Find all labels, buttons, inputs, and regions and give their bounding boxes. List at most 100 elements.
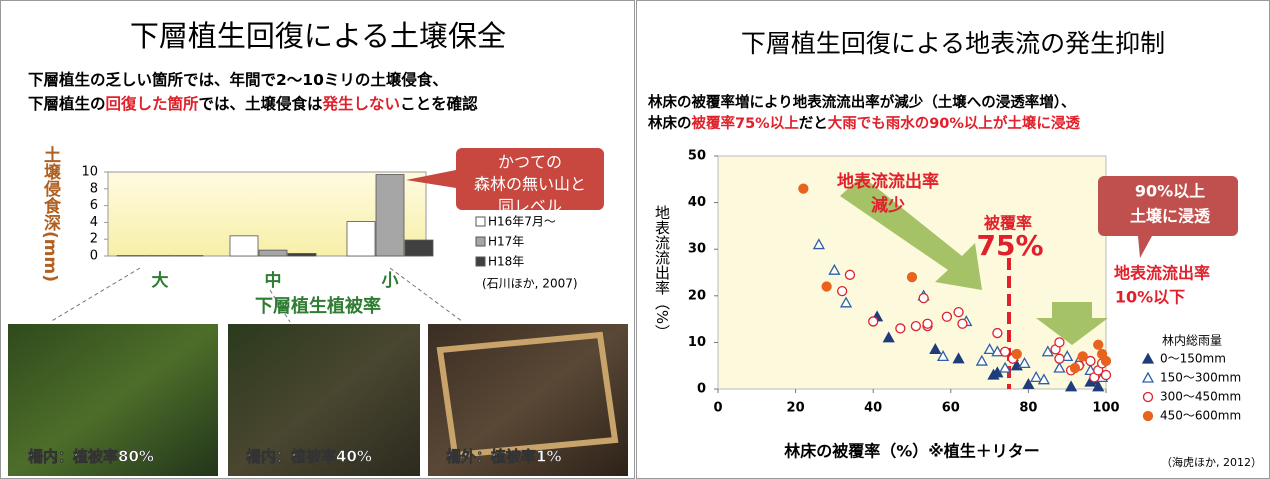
legend-symbol — [1142, 410, 1154, 422]
y-tick-label: 10 — [688, 335, 706, 350]
subtitle-segment: だと — [799, 115, 828, 132]
point — [1069, 362, 1081, 374]
point — [1061, 350, 1074, 362]
legend-swatch — [475, 216, 486, 227]
subtitle-segment: 下層植生の乏しい箇所では、年間で2～10ミリの土壌侵食、 — [28, 70, 448, 89]
point — [1011, 348, 1022, 360]
arrow — [1036, 302, 1108, 345]
point — [999, 361, 1012, 373]
legend-label: 450～600mm — [1160, 409, 1241, 423]
point — [1041, 345, 1054, 357]
point — [992, 327, 1003, 339]
legend-label: H16年7月～ — [488, 215, 556, 229]
subtitle: 下層植生の乏しい箇所では、年間で2～10ミリの土壌侵食、 — [28, 70, 448, 89]
point — [1030, 371, 1043, 383]
point — [1100, 355, 1112, 367]
point — [952, 352, 965, 364]
bar — [258, 249, 288, 257]
annotation: 地表流流出率 — [1114, 264, 1210, 283]
subtitle: 林床の被覆率増により地表流流出率が減少（土壌への浸透率増）、 — [648, 93, 1075, 111]
x-tick-label: 40 — [864, 401, 882, 416]
y-tick-label: 20 — [688, 288, 706, 303]
callout-text: 森林の無い山と — [474, 175, 586, 194]
legend-label: 0～150mm — [1160, 352, 1226, 366]
point — [828, 263, 841, 275]
point — [1077, 351, 1088, 362]
point — [821, 281, 832, 292]
callout-box — [406, 148, 604, 210]
bar — [346, 221, 376, 257]
x-tick-label: 中 — [265, 270, 282, 291]
point — [953, 306, 964, 318]
photo — [8, 324, 218, 476]
point — [882, 331, 895, 343]
y-tick-label: 0 — [90, 249, 98, 264]
point — [1054, 337, 1065, 348]
point — [1054, 353, 1065, 364]
annotation: 減少 — [871, 195, 905, 216]
legend-title: 林内総雨量 — [1162, 334, 1222, 348]
point — [1018, 357, 1031, 369]
x-tick-label: 80 — [1019, 401, 1037, 416]
point — [906, 272, 918, 283]
point — [922, 318, 933, 329]
x-tick-label: 20 — [787, 401, 805, 416]
x-tick-label: 0 — [713, 401, 722, 416]
point — [839, 296, 853, 308]
point — [868, 316, 879, 327]
point — [983, 343, 996, 355]
subtitle-segment: 林床の被覆率増により地表流流出率が減少（土壌への浸透率増）、 — [648, 93, 1075, 111]
photo-caption: 柵内：植被率40% — [246, 448, 372, 466]
annotation: 90%以上 — [1135, 182, 1205, 201]
subtitle: 下層植生の回復した箇所では、土壌侵食は発生しないことを確認 — [28, 94, 478, 113]
legend-swatch — [475, 236, 486, 247]
bar — [404, 239, 434, 257]
subtitle-segment: 林床の — [648, 114, 692, 132]
point — [975, 354, 988, 366]
y-tick-label: 30 — [688, 242, 706, 257]
y-tick-label: 4 — [90, 215, 98, 230]
point — [936, 350, 950, 362]
y-tick-label: 8 — [90, 181, 98, 196]
y-axis-label: 地表流流出率（%） — [653, 205, 671, 339]
point — [812, 238, 825, 250]
subtitle: 林床の被覆率75%以上だと大雨でも雨水の90%以上が土壌に浸透 — [648, 114, 1080, 132]
photo-caption: 柵外：植被率1% — [446, 448, 561, 466]
bar — [375, 174, 405, 257]
point — [1064, 380, 1078, 392]
subtitle-segment: ことを確認 — [400, 94, 478, 113]
photo — [228, 324, 420, 476]
subtitle-segment: 大雨でも雨水の90%以上が土壌に浸透 — [828, 114, 1081, 132]
point — [991, 345, 1004, 357]
subtitle-segment: 回復した箇所 — [106, 94, 200, 113]
y-tick-label: 6 — [90, 198, 98, 213]
legend-swatch — [475, 256, 486, 267]
point — [1093, 339, 1104, 350]
y-tick-label: 50 — [688, 149, 706, 164]
callout-text: 同レベル — [498, 197, 562, 216]
annotation: 75% — [976, 229, 1043, 262]
x-tick-label: 60 — [942, 401, 960, 416]
point — [1085, 355, 1096, 367]
point — [941, 311, 953, 322]
y-tick-label: 10 — [81, 165, 98, 180]
subtitle-segment: 下層植生の — [28, 94, 106, 113]
point — [844, 269, 856, 280]
callout-box — [1098, 176, 1238, 258]
source-note: （海虎ほか, 2012） — [1161, 455, 1262, 469]
point — [918, 292, 929, 304]
x-tick-label: 100 — [1092, 401, 1119, 416]
y-tick-label: 2 — [90, 232, 98, 247]
chart-title: 下層植生回復による地表流の発生抑制 — [741, 29, 1165, 58]
y-tick-label: 40 — [688, 195, 706, 210]
point — [1037, 373, 1051, 385]
point — [895, 323, 906, 334]
legend-label: 300～450mm — [1160, 390, 1241, 404]
point — [957, 318, 968, 329]
point — [929, 343, 942, 355]
point — [1022, 378, 1035, 389]
annotation: 土壌に浸透 — [1130, 207, 1211, 226]
frame-in-photo — [436, 331, 619, 459]
annotation: 被覆率 — [984, 214, 1032, 233]
